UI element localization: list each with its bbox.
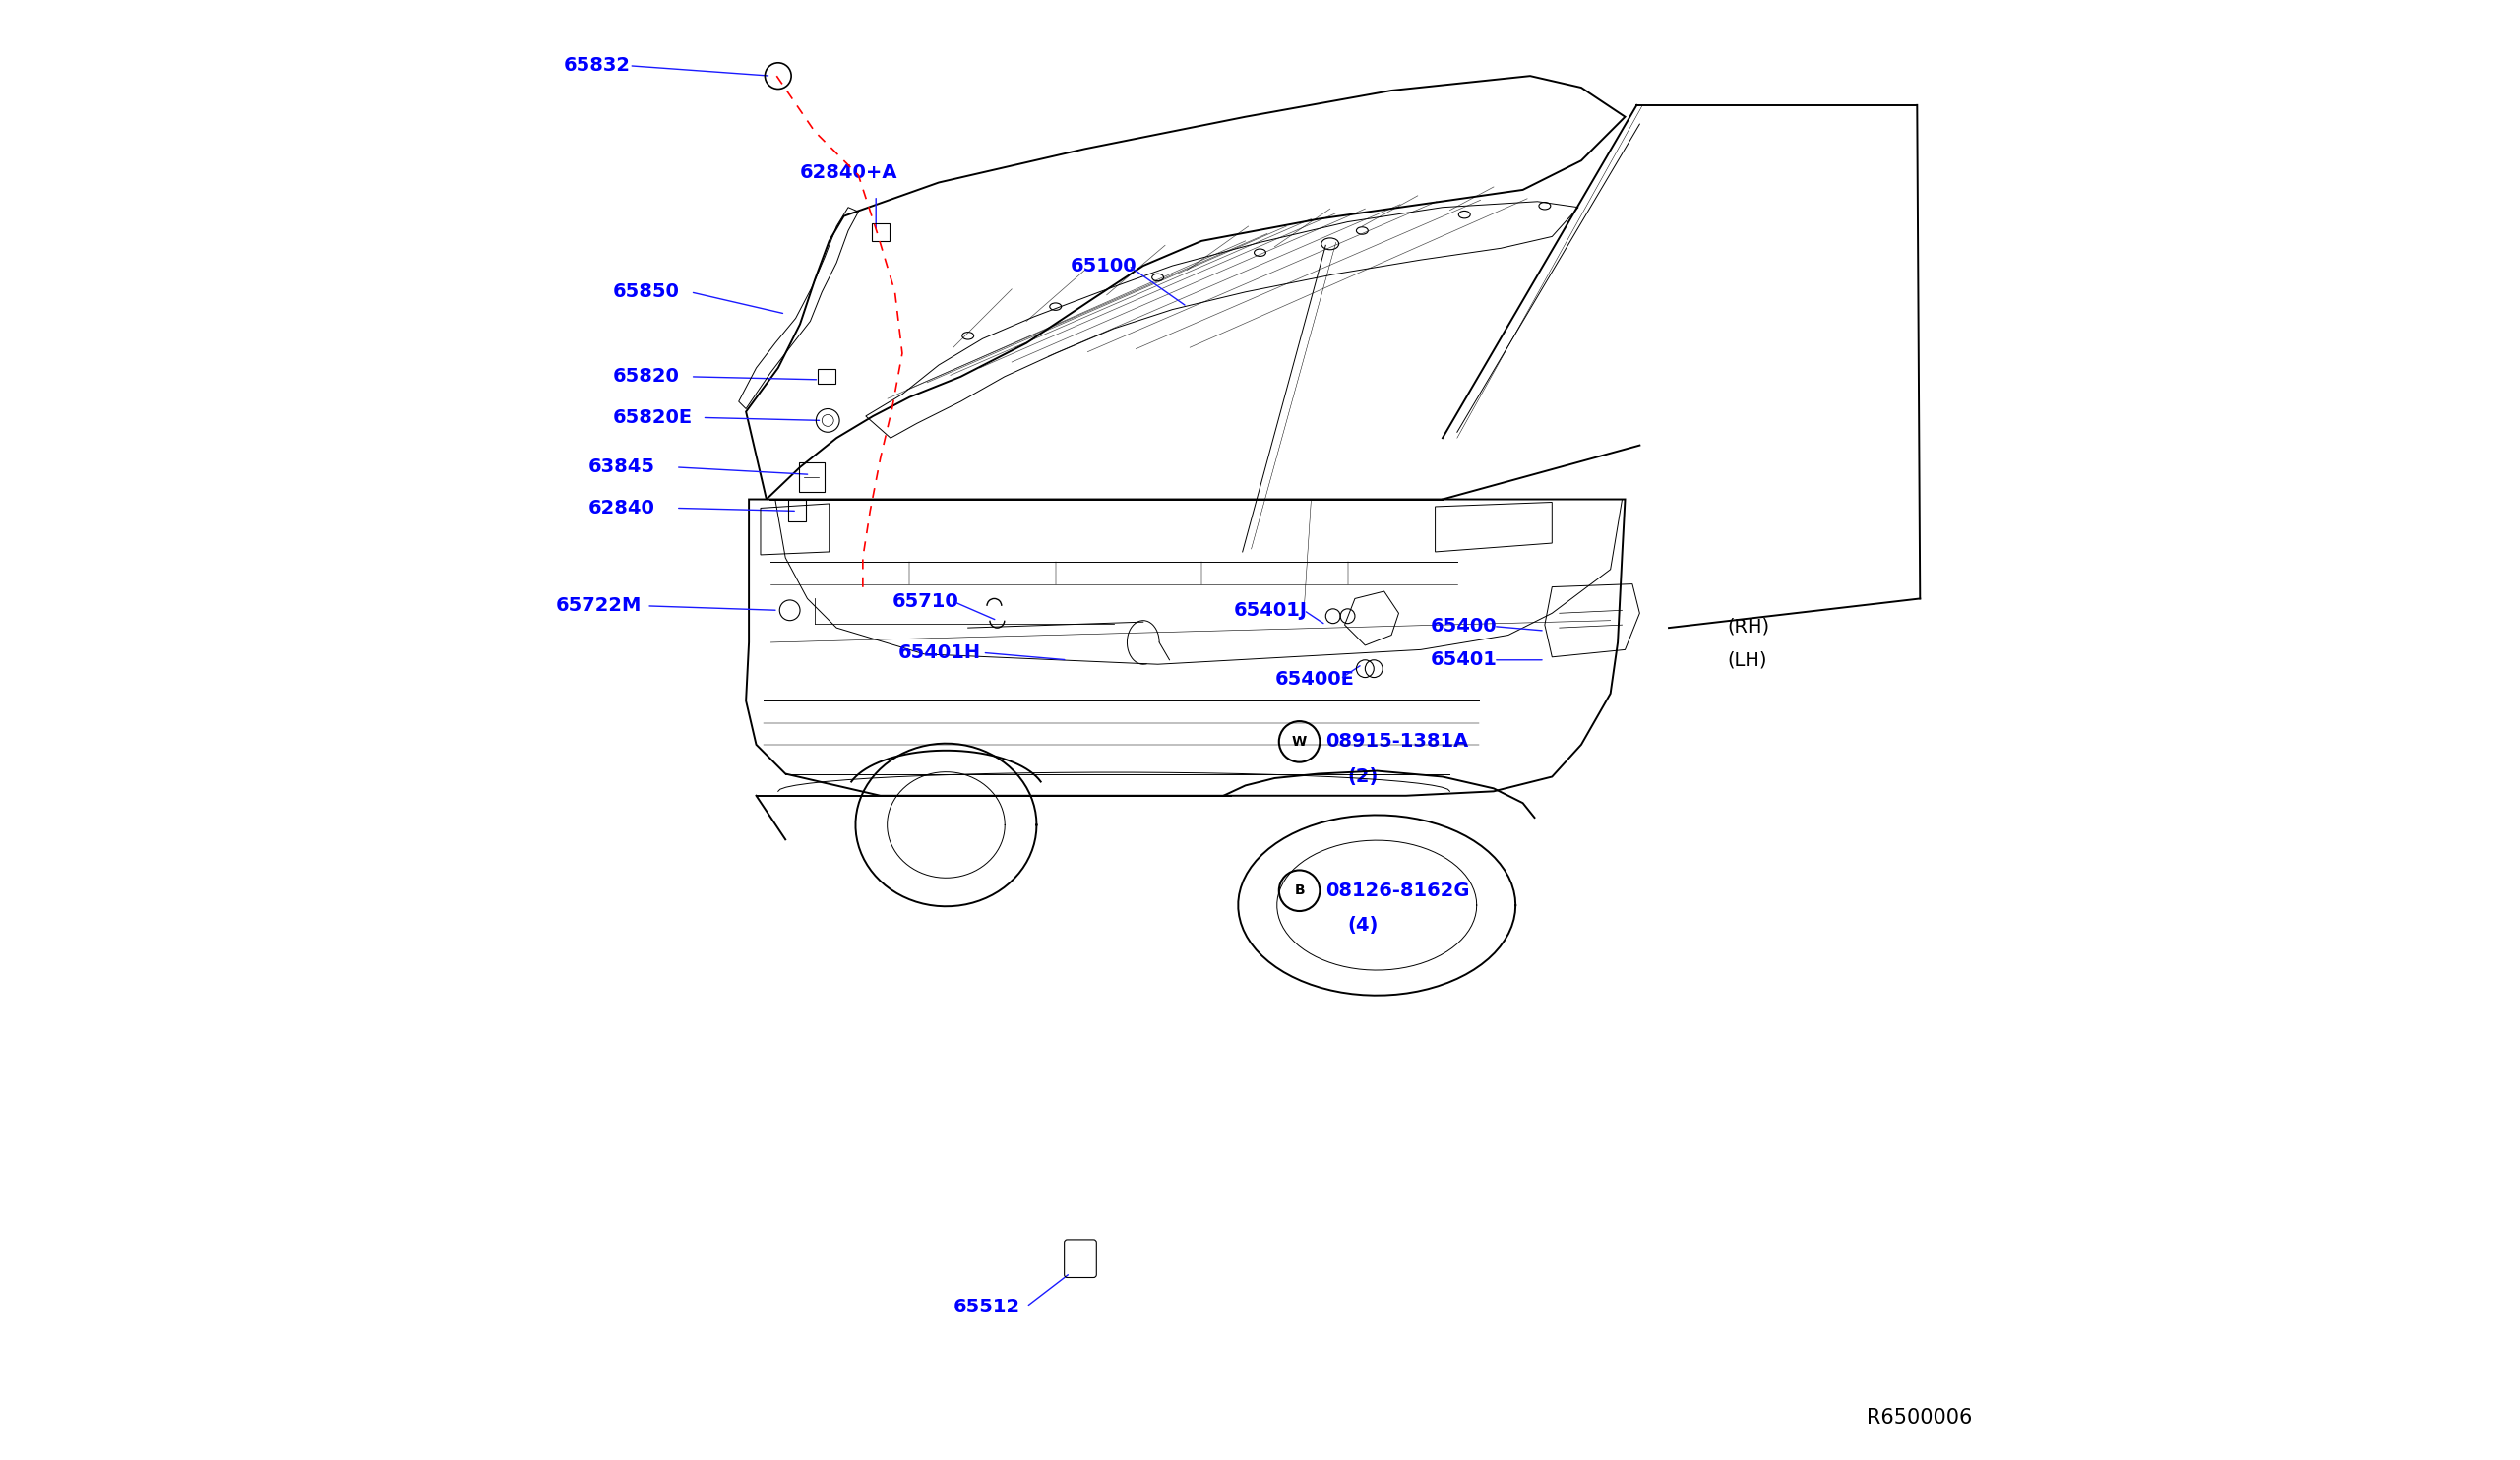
Text: 65401: 65401 bbox=[1431, 651, 1497, 669]
Text: 65722M: 65722M bbox=[557, 597, 643, 615]
Text: 65820E: 65820E bbox=[612, 409, 693, 426]
Text: 65400: 65400 bbox=[1431, 618, 1497, 635]
Text: 65512: 65512 bbox=[953, 1298, 1021, 1315]
Text: 65400E: 65400E bbox=[1275, 670, 1353, 688]
Text: 65710: 65710 bbox=[892, 593, 958, 610]
Text: 65401H: 65401H bbox=[897, 644, 980, 661]
Text: 65832: 65832 bbox=[564, 57, 630, 74]
Text: 65820: 65820 bbox=[612, 368, 680, 385]
Text: 65401J: 65401J bbox=[1235, 602, 1308, 619]
Text: 62840+A: 62840+A bbox=[799, 164, 897, 181]
Text: (4): (4) bbox=[1348, 917, 1378, 934]
Text: B: B bbox=[1295, 883, 1305, 898]
Text: 08126-8162G: 08126-8162G bbox=[1326, 882, 1469, 899]
Text: (2): (2) bbox=[1348, 768, 1378, 785]
Text: R6500006: R6500006 bbox=[1867, 1409, 1973, 1428]
Text: 62840: 62840 bbox=[587, 499, 655, 517]
Text: (LH): (LH) bbox=[1726, 651, 1767, 669]
Text: W: W bbox=[1293, 734, 1308, 749]
Text: 08915-1381A: 08915-1381A bbox=[1326, 733, 1469, 750]
Text: (RH): (RH) bbox=[1726, 618, 1769, 635]
Text: 65100: 65100 bbox=[1071, 257, 1137, 274]
Text: 63845: 63845 bbox=[587, 458, 655, 476]
Text: 65850: 65850 bbox=[612, 283, 680, 301]
